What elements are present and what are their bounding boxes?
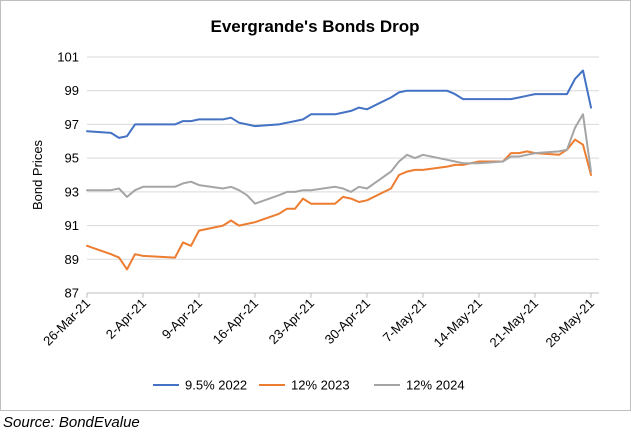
- y-tick-label: 99: [65, 83, 79, 98]
- series-line-1: [86, 69, 592, 139]
- chart-title: Evergrande's Bonds Drop: [210, 17, 419, 36]
- y-tick-label: 93: [65, 184, 79, 199]
- y-tick-label: 87: [65, 286, 79, 301]
- y-tick-label: 91: [65, 218, 79, 233]
- legend-label: 12% 2023: [291, 378, 350, 393]
- y-tick-label: 97: [65, 117, 79, 132]
- y-tick-label: 101: [57, 50, 79, 65]
- y-axis-ticks: 87 89 91 93 95 97 99 101: [57, 50, 79, 301]
- legend: 9.5% 2022 12% 2023 12% 2024: [153, 378, 465, 393]
- source-note: Source: BondEvalue: [3, 414, 140, 431]
- legend-label: 12% 2024: [406, 378, 465, 393]
- series-line-2: [86, 138, 592, 271]
- series-line-3: [86, 113, 592, 205]
- y-axis-label: Bond Prices: [30, 139, 45, 210]
- legend-label: 9.5% 2022: [185, 378, 247, 393]
- series-lines: [86, 69, 592, 271]
- y-tick-label: 95: [65, 151, 79, 166]
- chart-border: [0, 0, 631, 411]
- y-tick-label: 89: [65, 252, 79, 267]
